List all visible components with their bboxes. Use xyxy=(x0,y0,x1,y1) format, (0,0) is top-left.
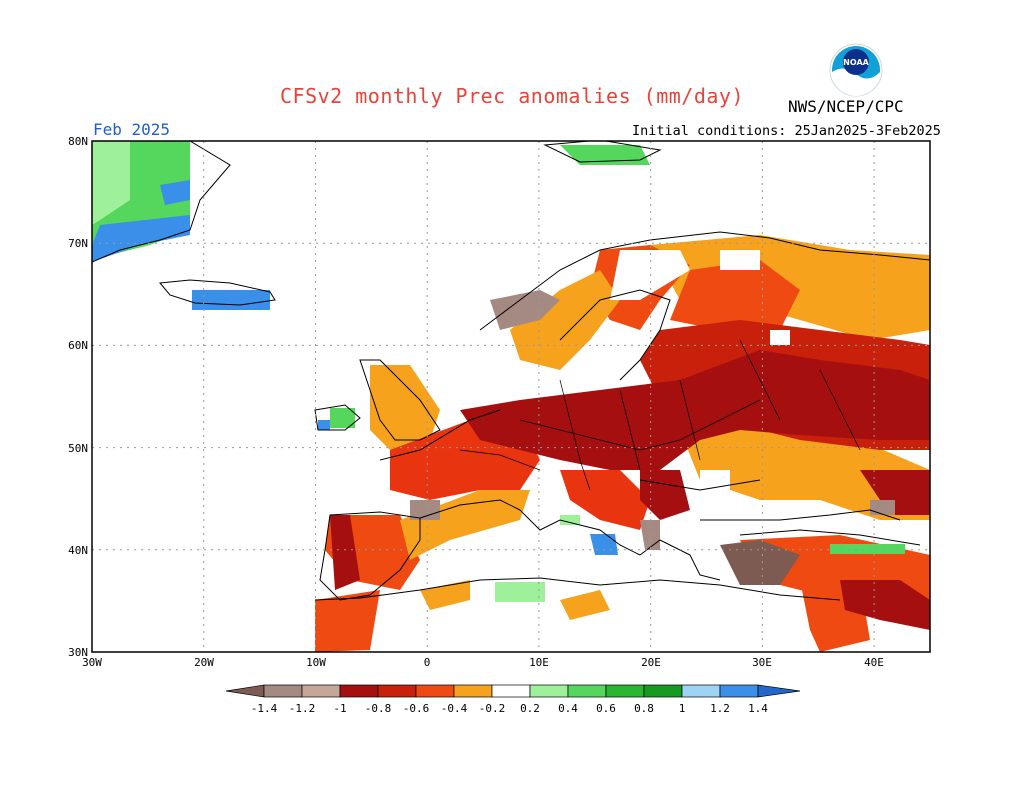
lat-label-30n: 30N xyxy=(68,646,88,659)
colorbar: -1.4 -1.2 -1 -0.8 -0.6 -0.4 -0.2 0.2 0.4… xyxy=(225,684,801,715)
anomaly-field xyxy=(92,141,930,652)
coastlines xyxy=(92,141,930,601)
longitude-labels: 30W 20W 10W 0 10E 20E 30E 40E xyxy=(82,656,884,669)
colorbar-label: 1.2 xyxy=(710,702,730,715)
colorbar-bin xyxy=(453,684,493,698)
colorbar-bin xyxy=(567,684,607,698)
lat-label-40n: 40N xyxy=(68,544,88,557)
lon-label-0: 0 xyxy=(424,656,431,669)
colorbar-bin xyxy=(377,684,417,698)
colorbar-label: -0.8 xyxy=(365,702,392,715)
lon-label-40e: 40E xyxy=(864,656,884,669)
colorbar-label: -1.2 xyxy=(289,702,316,715)
colorbar-label: -1.4 xyxy=(251,702,278,715)
logo-text: NOAA xyxy=(843,58,869,67)
colorbar-label: 0.6 xyxy=(596,702,616,715)
colorbar-bin xyxy=(491,684,531,698)
lon-label-20w: 20W xyxy=(194,656,214,669)
colorbar-label: 1 xyxy=(679,702,686,715)
colorbar-bin xyxy=(415,684,455,698)
colorbar-label: 0.4 xyxy=(558,702,578,715)
lat-label-50n: 50N xyxy=(68,442,88,455)
colorbar-max-arrow xyxy=(757,684,801,698)
colorbar-label: -0.4 xyxy=(441,702,468,715)
colorbar-label: 0.8 xyxy=(634,702,654,715)
colorbar-bin xyxy=(529,684,569,698)
colorbar-label: 0.2 xyxy=(520,702,540,715)
map-title: CFSv2 monthly Prec anomalies (mm/day) xyxy=(279,84,745,108)
noaa-logo-icon: NOAA xyxy=(829,43,883,97)
colorbar-bin xyxy=(301,684,341,698)
latitude-labels: 80N 70N 60N 50N 40N 30N xyxy=(68,135,88,659)
map-area xyxy=(92,141,930,652)
colorbar-min-arrow xyxy=(225,684,265,698)
lat-label-70n: 70N xyxy=(68,237,88,250)
valid-month-label: Feb 2025 xyxy=(93,120,171,139)
colorbar-label: -0.6 xyxy=(403,702,430,715)
colorbar-bin xyxy=(681,684,721,698)
borders xyxy=(459,339,861,491)
lon-label-20e: 20E xyxy=(641,656,661,669)
colorbar-bin xyxy=(263,684,303,698)
initial-conditions-label: Initial conditions: 25Jan2025-3Feb2025 xyxy=(632,123,941,139)
colorbar-bin xyxy=(605,684,645,698)
colorbar-label: -0.2 xyxy=(479,702,506,715)
map-frame xyxy=(91,140,931,653)
colorbar-label: -1 xyxy=(333,702,346,715)
lon-label-10w: 10W xyxy=(306,656,326,669)
organization-label: NWS/NCEP/CPC xyxy=(788,97,904,116)
lat-label-80n: 80N xyxy=(68,135,88,148)
colorbar-bin xyxy=(339,684,379,698)
lon-label-10e: 10E xyxy=(529,656,549,669)
lat-label-60n: 60N xyxy=(68,339,88,352)
colorbar-bin xyxy=(643,684,683,698)
graticule xyxy=(92,141,930,652)
lon-label-30e: 30E xyxy=(752,656,772,669)
colorbar-label: 1.4 xyxy=(748,702,768,715)
lon-label-30w: 30W xyxy=(82,656,102,669)
colorbar-bin xyxy=(719,684,759,698)
